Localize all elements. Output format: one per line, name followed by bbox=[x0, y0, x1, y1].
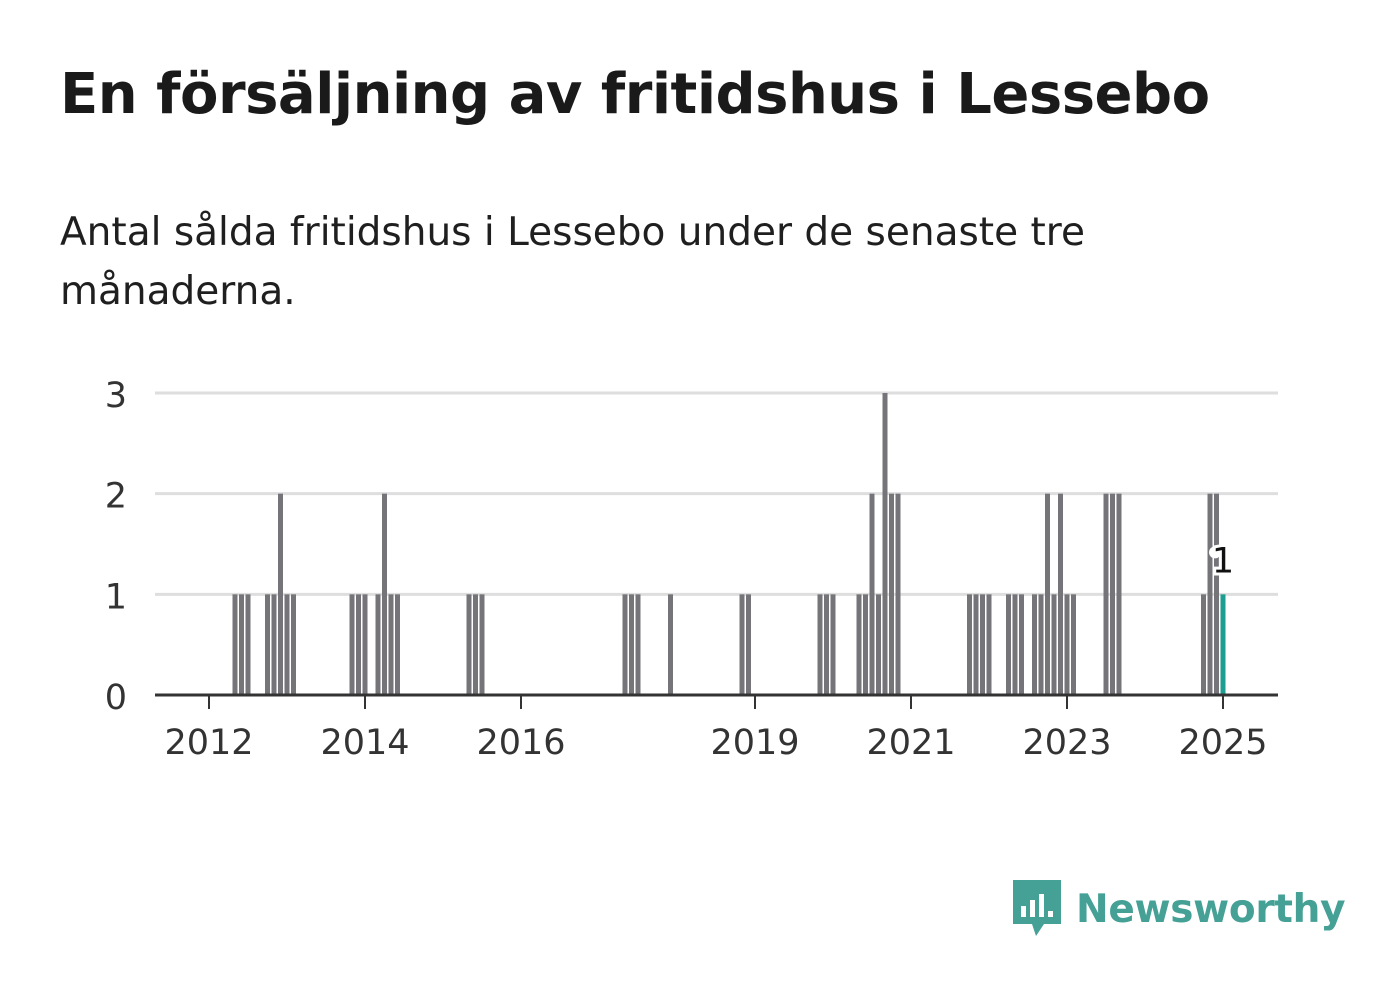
chart-title: En försäljning av fritidshus i Lessebo bbox=[60, 62, 1210, 127]
bar bbox=[824, 594, 829, 695]
bar bbox=[232, 594, 238, 695]
y-tick-label: 1 bbox=[105, 577, 127, 617]
bar bbox=[245, 594, 251, 695]
bar bbox=[375, 594, 381, 695]
bar bbox=[629, 594, 634, 695]
bar bbox=[278, 493, 283, 695]
bar bbox=[1207, 493, 1213, 695]
bar bbox=[1019, 594, 1024, 695]
bar bbox=[1214, 493, 1219, 695]
bar bbox=[1103, 493, 1109, 695]
bar bbox=[479, 594, 485, 695]
logo-text: Newsworthy bbox=[1076, 886, 1346, 932]
bar bbox=[265, 594, 270, 695]
x-tick-label: 2012 bbox=[164, 723, 253, 763]
bar bbox=[395, 594, 400, 695]
bar bbox=[362, 594, 368, 695]
bar bbox=[1116, 493, 1122, 695]
bar bbox=[746, 594, 751, 695]
y-tick-label: 0 bbox=[105, 678, 127, 718]
bar bbox=[980, 594, 985, 695]
bar bbox=[967, 594, 972, 695]
bar bbox=[388, 594, 394, 695]
bar bbox=[817, 594, 823, 695]
bar bbox=[1038, 594, 1044, 695]
bar bbox=[635, 594, 641, 695]
bar bbox=[349, 594, 355, 695]
highlight-value-label: 1 bbox=[1212, 541, 1234, 581]
bar bbox=[863, 594, 868, 695]
labels: 0 1 2 3 2012 2014 2016 2019 2021 2023 2025 1 bbox=[105, 376, 1268, 763]
bar bbox=[1220, 594, 1226, 695]
x-tick-label: 2021 bbox=[866, 723, 955, 763]
bar bbox=[973, 594, 979, 695]
bar bbox=[889, 493, 894, 695]
bar bbox=[622, 594, 628, 695]
bar bbox=[356, 594, 361, 695]
bar bbox=[986, 594, 992, 695]
bar bbox=[895, 493, 901, 695]
bar bbox=[1032, 594, 1037, 695]
bar bbox=[239, 594, 244, 695]
bar bbox=[876, 594, 881, 695]
bar bbox=[473, 594, 478, 695]
bar bbox=[1058, 493, 1063, 695]
x-tick-label: 2023 bbox=[1022, 723, 1111, 763]
bar bbox=[882, 393, 888, 695]
bar bbox=[668, 594, 673, 695]
bar bbox=[284, 594, 290, 695]
x-tick-label: 2019 bbox=[710, 723, 799, 763]
x-tick-label: 2014 bbox=[320, 723, 409, 763]
highlight-marker bbox=[1209, 546, 1221, 559]
bar bbox=[830, 594, 836, 695]
bar bbox=[1110, 493, 1115, 695]
bar bbox=[1012, 594, 1018, 695]
chart-subtitle: Antal sålda fritidshus i Lessebo under d… bbox=[60, 210, 1085, 314]
y-tick-label: 2 bbox=[105, 477, 127, 517]
bar bbox=[1045, 493, 1050, 695]
gridlines bbox=[155, 391, 1278, 596]
bar bbox=[856, 594, 862, 695]
newsworthy-logo-icon bbox=[1013, 880, 1061, 936]
x-tick-label: 2025 bbox=[1178, 723, 1267, 763]
y-tick-label: 3 bbox=[105, 376, 127, 416]
axes bbox=[155, 693, 1278, 709]
bar bbox=[739, 594, 745, 695]
bar bbox=[1051, 594, 1057, 695]
bar bbox=[1006, 594, 1011, 695]
bar bbox=[1064, 594, 1070, 695]
bars bbox=[232, 393, 1226, 695]
x-tick-label: 2016 bbox=[476, 723, 565, 763]
bar bbox=[291, 594, 296, 695]
newsworthy-logo: Newsworthy bbox=[1010, 878, 1346, 940]
bar bbox=[1201, 594, 1206, 695]
bar bbox=[271, 594, 277, 695]
bar bbox=[466, 594, 472, 695]
bar bbox=[1071, 594, 1076, 695]
bar bbox=[382, 493, 387, 695]
bar bbox=[869, 493, 875, 695]
